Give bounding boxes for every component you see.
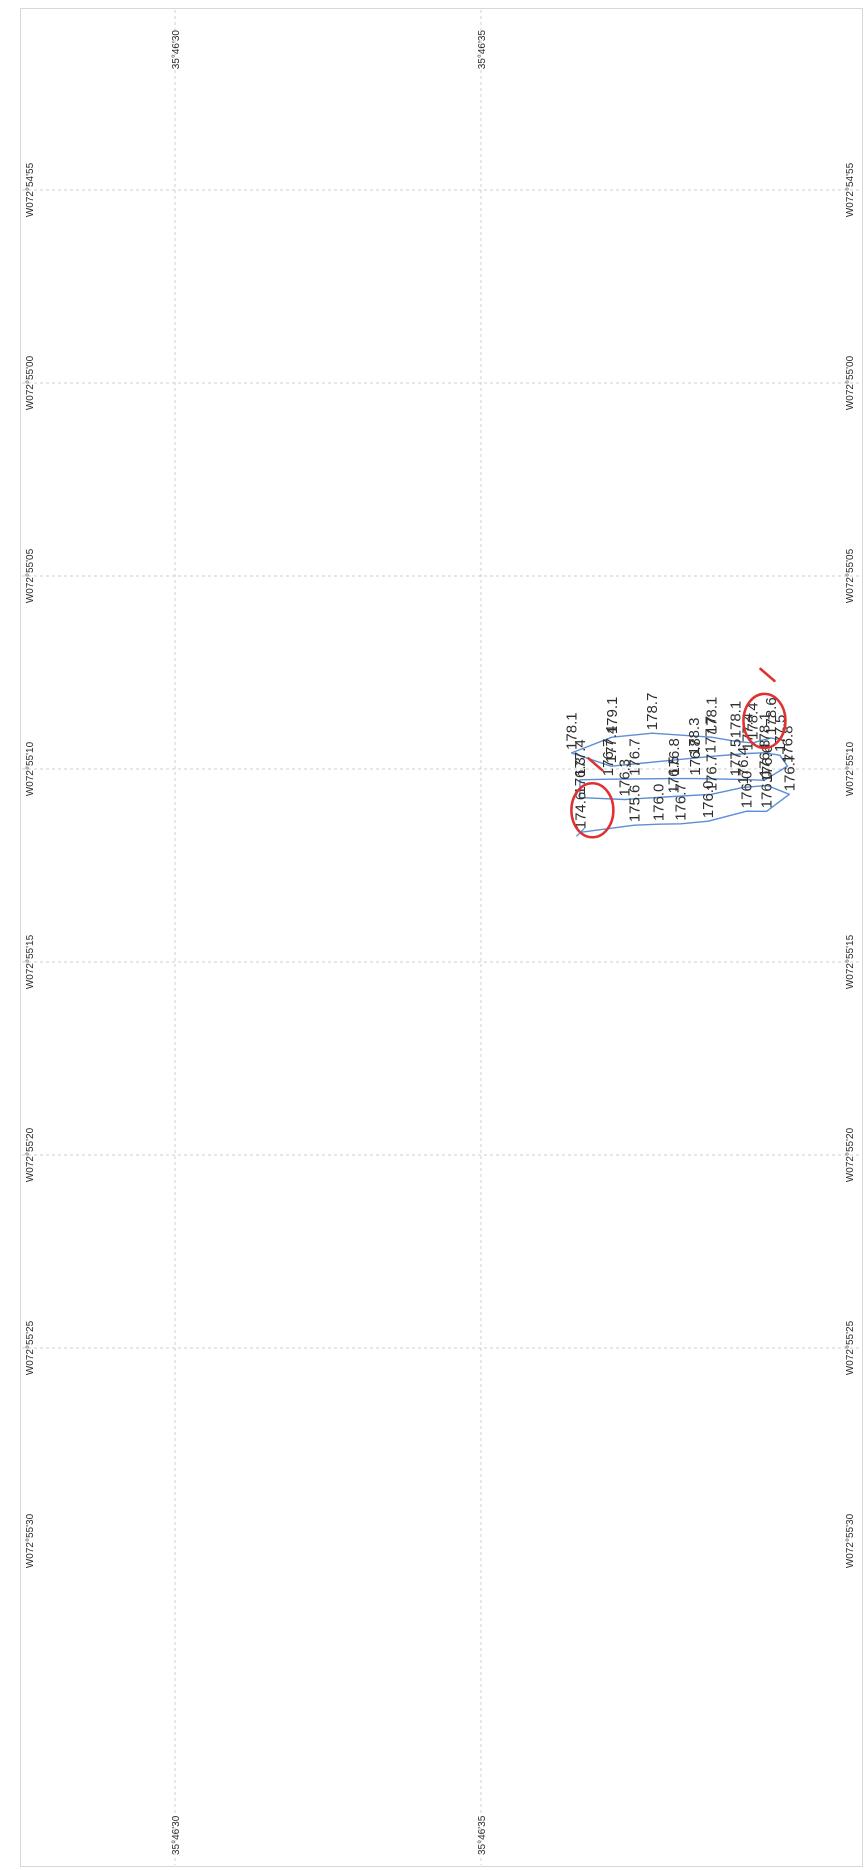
- elevation-label: 176.0: [759, 771, 776, 809]
- elevation-label: 177.4: [603, 726, 620, 764]
- elevation-label: 176.7: [703, 754, 720, 792]
- elevation-label: 176.5: [665, 756, 682, 794]
- elevation-label: 178.7: [644, 693, 661, 731]
- elevation-label: 179.1: [604, 697, 621, 735]
- longitude-label: W072°55'25: [25, 1320, 36, 1375]
- elevation-label: 176.8: [687, 738, 704, 776]
- longitude-label: W072°55'20: [25, 1127, 36, 1182]
- elevation-label: 178.1: [703, 697, 720, 735]
- elevation-label: 176.8: [666, 738, 683, 776]
- longitude-label: W072°55'10: [845, 741, 856, 796]
- longitude-label: W072°55'15: [845, 934, 856, 989]
- longitude-label: W072°54'55: [845, 162, 856, 217]
- elevation-label: 176.4: [735, 747, 752, 785]
- gps-track: [570, 732, 790, 833]
- elevation-label: 178.1: [727, 701, 744, 739]
- annotation-layer: [570, 667, 787, 839]
- elevation-label: 178.6: [763, 697, 780, 735]
- longitude-label: W072°55'20: [845, 1127, 856, 1182]
- elevation-label: 177.5: [728, 739, 745, 777]
- elevation-label: 176.3: [616, 759, 633, 797]
- elevation-label: 176.7: [626, 738, 643, 776]
- elevation-label: 174.6: [572, 792, 589, 830]
- longitude-label: W072°55'00: [25, 355, 36, 410]
- elevation-label: 176.6: [759, 745, 776, 783]
- coordinate-labels: 35°46'30 35°46'30 35°46'35 35°46'35 W072°54'…: [25, 30, 856, 1855]
- elevation-label: 178.4: [744, 702, 761, 740]
- latitude-label: 35°46'35: [477, 1815, 488, 1855]
- elevation-label: 178.1: [564, 712, 581, 750]
- latitude-label: 35°46'30: [171, 30, 182, 70]
- latitude-label: 35°46'35: [477, 30, 488, 70]
- longitude-label: W072°54'55: [25, 162, 36, 217]
- longitude-label: W072°55'10: [25, 741, 36, 796]
- elevation-label: 176.0: [700, 781, 717, 819]
- elevation-label: 176.8: [756, 740, 773, 778]
- tick-mark: [759, 667, 776, 683]
- tick-mark: [587, 757, 604, 772]
- longitude-label: W072°55'05: [845, 548, 856, 603]
- elevation-label: 178.3: [686, 718, 703, 756]
- latitude-label: 35°46'30: [171, 1815, 182, 1855]
- elevation-label: 176.0: [651, 784, 668, 822]
- elevation-label: 177.4: [572, 739, 589, 777]
- longitude-label: W072°55'30: [25, 1513, 36, 1568]
- longitude-label: W072°55'00: [845, 355, 856, 410]
- elevation-label: 176.7: [600, 739, 617, 777]
- map-border: [20, 8, 863, 1867]
- highlight-circle: [742, 692, 787, 750]
- longitude-label: W072°55'25: [845, 1320, 856, 1375]
- longitude-label: W072°55'05: [25, 548, 36, 603]
- longitude-label: W072°55'30: [845, 1513, 856, 1568]
- elevation-label: 175.6: [626, 785, 643, 823]
- elevation-label: 176.7: [673, 783, 690, 821]
- elevation-label: 177.7: [702, 716, 719, 754]
- longitude-label: W072°55'15: [25, 934, 36, 989]
- highlight-circle: [570, 782, 615, 839]
- elevation-label: 176.0: [739, 771, 756, 809]
- grid-layer: [22, 10, 861, 1865]
- elevation-label: 176.7: [781, 754, 798, 792]
- elevation-label: 178.1: [756, 712, 773, 750]
